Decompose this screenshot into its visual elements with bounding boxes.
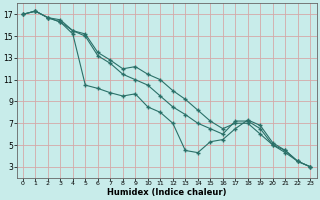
X-axis label: Humidex (Indice chaleur): Humidex (Indice chaleur)	[107, 188, 226, 197]
